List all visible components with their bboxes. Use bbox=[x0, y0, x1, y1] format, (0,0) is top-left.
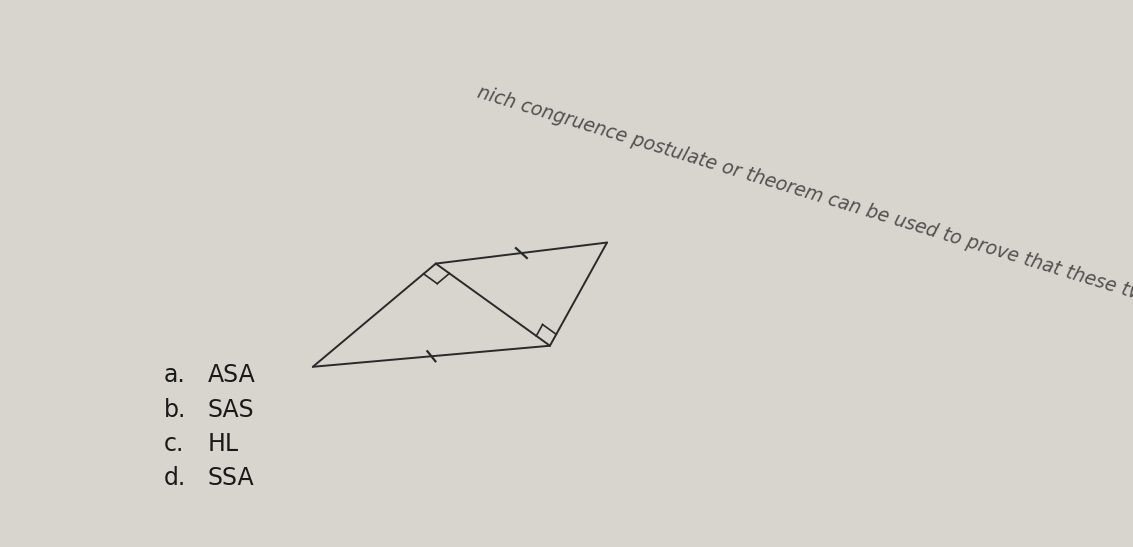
Text: a.: a. bbox=[163, 363, 186, 387]
Text: SSA: SSA bbox=[207, 466, 254, 490]
Text: c.: c. bbox=[163, 432, 184, 456]
Text: HL: HL bbox=[207, 432, 239, 456]
Text: d.: d. bbox=[163, 466, 186, 490]
Text: SAS: SAS bbox=[207, 398, 254, 422]
Text: nich congruence postulate or theorem can be used to prove that these two triangl: nich congruence postulate or theorem can… bbox=[476, 83, 1133, 377]
Text: ASA: ASA bbox=[207, 363, 255, 387]
Text: b.: b. bbox=[163, 398, 186, 422]
